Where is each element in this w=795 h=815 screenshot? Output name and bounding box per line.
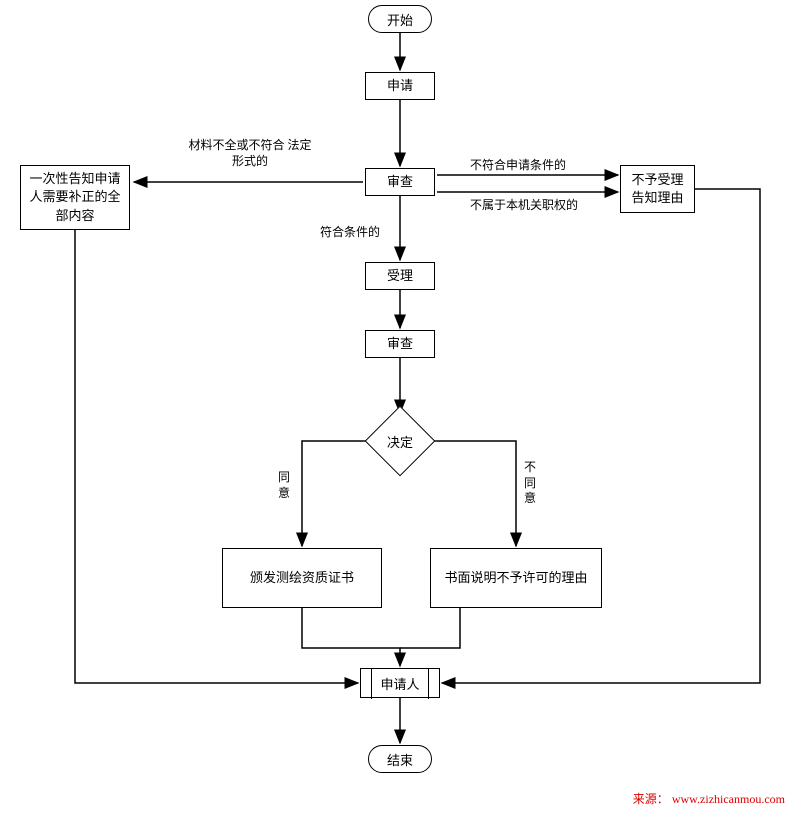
node-decide-label: 决定	[387, 432, 413, 451]
node-right-notice-label: 不予受理告知理由	[629, 171, 686, 207]
node-review2-label: 审查	[387, 335, 413, 353]
node-review1-label: 审查	[387, 173, 413, 191]
source-url: www.zizhicanmou.com	[672, 792, 785, 806]
node-apply: 申请	[365, 72, 435, 100]
node-apply-label: 申请	[387, 77, 413, 95]
edge-label-disagree: 不 同 意	[524, 460, 536, 507]
node-issue: 颁发测绘资质证书	[222, 548, 382, 608]
edge-label-to-right1: 不符合申请条件的	[470, 158, 566, 174]
node-end: 结束	[368, 745, 432, 773]
node-accept: 受理	[365, 262, 435, 290]
node-left-notice: 一次性告知申请人需要补正的全部内容	[20, 165, 130, 230]
node-end-label: 结束	[387, 750, 413, 769]
source-credit: 来源： www.zizhicanmou.com	[633, 790, 785, 807]
node-left-notice-label: 一次性告知申请人需要补正的全部内容	[29, 170, 121, 225]
node-reject-reason-label: 书面说明不予许可的理由	[444, 569, 587, 587]
node-reject-reason: 书面说明不予许可的理由	[430, 548, 602, 608]
node-right-notice: 不予受理告知理由	[620, 165, 695, 213]
node-review2: 审查	[365, 330, 435, 358]
edge-label-to-left: 材料不全或不符合 法定形式的	[185, 138, 315, 169]
node-start: 开始	[368, 5, 432, 33]
edge-label-to-right2: 不属于本机关职权的	[470, 198, 578, 214]
node-issue-label: 颁发测绘资质证书	[250, 569, 354, 587]
edge-label-down-cond: 符合条件的	[320, 225, 380, 241]
node-decide: 决定	[375, 416, 425, 466]
node-accept-label: 受理	[387, 267, 413, 285]
node-start-label: 开始	[387, 10, 413, 29]
source-prefix: 来源：	[633, 792, 669, 806]
node-applicant: 申请人	[360, 668, 440, 698]
node-applicant-label: 申请人	[380, 674, 419, 693]
node-review1: 审查	[365, 168, 435, 196]
edge-label-agree: 同 意	[278, 470, 290, 501]
